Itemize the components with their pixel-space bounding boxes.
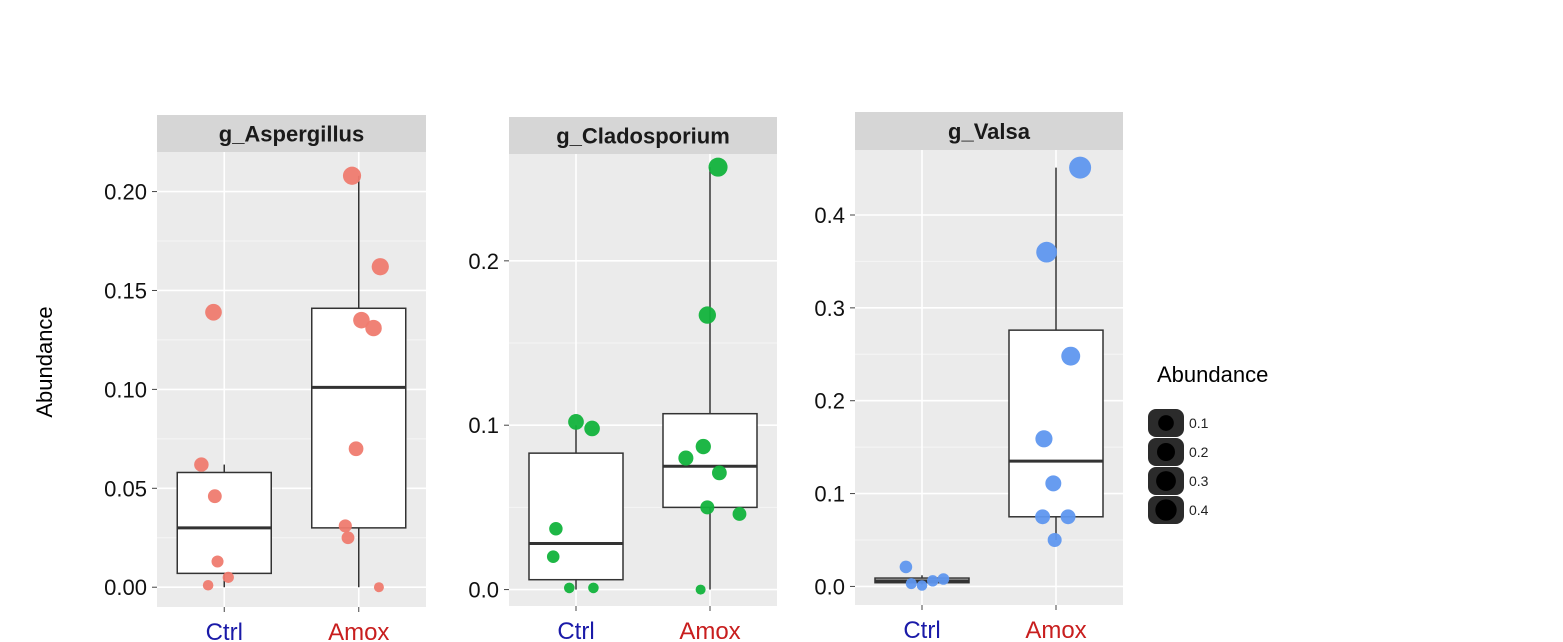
y-tick-label: 0.20 [104, 180, 147, 205]
facet-panel: g_Cladosporium 0.0 0.1 0.2 Ctrl Amox [468, 117, 777, 642]
y-tick-label: 0.2 [468, 249, 499, 274]
facet-panel: g_Valsa 0.0 0.1 0.2 0.3 0.4 Ctrl Amox [814, 112, 1123, 642]
y-tick-label: 0.00 [104, 575, 147, 600]
facet-title: g_Valsa [948, 119, 1031, 144]
x-tick-label: Ctrl [206, 619, 243, 642]
data-point [341, 531, 355, 545]
x-tick-label: Ctrl [903, 617, 940, 642]
data-point [348, 441, 364, 457]
data-point [711, 465, 727, 481]
data-point [678, 450, 694, 466]
legend-label: 0.2 [1189, 444, 1209, 460]
box [662, 167, 758, 590]
data-point [732, 507, 747, 521]
facet-panel: g_Aspergillus 0.00 0.05 0.10 0.15 0.20 Ctrl Amo… [104, 115, 426, 642]
data-point [205, 303, 222, 321]
data-point [338, 519, 352, 533]
data-point [353, 311, 370, 329]
size-legend: Abundance 0.1 0.2 0.3 0.4 [1148, 362, 1268, 524]
data-point [211, 555, 224, 568]
data-point [568, 414, 584, 430]
y-tick-label: 0.1 [814, 482, 845, 507]
data-point [899, 560, 913, 574]
legend-label: 0.4 [1189, 502, 1209, 518]
data-point [584, 420, 600, 437]
facet-strip [509, 117, 777, 154]
data-point [695, 438, 711, 455]
data-point [916, 580, 928, 591]
legend-label: 0.3 [1189, 473, 1209, 489]
data-point [708, 157, 728, 177]
legend-key-point [1155, 499, 1177, 521]
y-tick-label: 0.2 [814, 389, 845, 414]
data-point [564, 582, 575, 594]
data-point [1035, 509, 1051, 525]
data-point [371, 258, 389, 276]
y-axis-label: Abundance [32, 306, 57, 417]
legend-title: Abundance [1157, 362, 1268, 387]
data-point [937, 573, 950, 585]
box-iqr [528, 452, 624, 581]
y-tick-label: 0.15 [104, 278, 147, 303]
box [176, 464, 272, 588]
data-point [905, 578, 917, 590]
y-tick-label: 0.10 [104, 377, 147, 402]
data-point [1069, 156, 1092, 179]
data-point [342, 166, 362, 185]
legend-key-point [1157, 443, 1175, 461]
data-point [1036, 241, 1057, 263]
y-tick-label: 0.1 [468, 413, 499, 438]
box [311, 175, 407, 588]
x-tick-label: Amox [328, 619, 389, 642]
y-tick-label: 0.05 [104, 476, 147, 501]
data-point [546, 550, 560, 563]
data-point [365, 319, 382, 337]
y-tick-label: 0.3 [814, 296, 845, 321]
data-point [1035, 430, 1053, 448]
legend-key-point [1158, 415, 1174, 431]
facet-strip [157, 115, 426, 152]
x-tick-label: Amox [1025, 617, 1086, 642]
data-point [700, 500, 715, 515]
data-point [207, 489, 222, 504]
facet-title: g_Aspergillus [219, 122, 364, 147]
data-point [588, 582, 599, 594]
x-tick-label: Ctrl [557, 618, 594, 642]
x-tick-label: Amox [679, 618, 740, 642]
y-tick-label: 0.4 [814, 203, 845, 228]
box [528, 425, 624, 590]
data-point [1060, 509, 1076, 525]
data-point [695, 584, 706, 595]
box-iqr [311, 307, 407, 529]
data-point [698, 306, 716, 324]
data-point [1061, 346, 1081, 366]
data-point [222, 571, 234, 583]
data-point [549, 522, 563, 536]
box-iqr [176, 471, 272, 575]
data-point [373, 582, 384, 593]
data-point [1047, 533, 1062, 547]
box-iqr [662, 412, 758, 509]
facet-title: g_Cladosporium [556, 124, 730, 149]
data-point [1045, 475, 1062, 492]
data-point [202, 579, 214, 591]
data-point [927, 575, 939, 587]
y-tick-label: 0.0 [468, 578, 499, 603]
legend-label: 0.1 [1189, 415, 1209, 431]
data-point [194, 457, 209, 472]
legend-key-point [1156, 471, 1176, 491]
facet-strip [855, 112, 1123, 150]
facet-panels: g_Aspergillus 0.00 0.05 0.10 0.15 0.20 Ctrl Amo… [104, 112, 1123, 642]
y-tick-label: 0.0 [814, 574, 845, 599]
